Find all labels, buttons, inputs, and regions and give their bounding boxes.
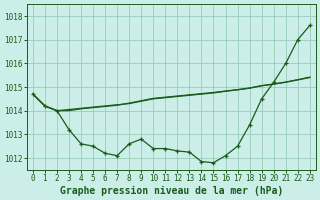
- X-axis label: Graphe pression niveau de la mer (hPa): Graphe pression niveau de la mer (hPa): [60, 186, 283, 196]
